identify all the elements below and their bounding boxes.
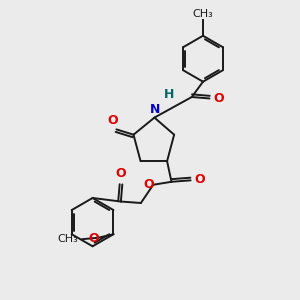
Text: O: O — [194, 173, 205, 186]
Text: N: N — [150, 103, 160, 116]
Text: CH₃: CH₃ — [193, 9, 213, 19]
Text: H: H — [164, 88, 174, 101]
Text: O: O — [213, 92, 224, 105]
Text: O: O — [89, 232, 99, 245]
Text: CH₃: CH₃ — [57, 234, 78, 244]
Text: O: O — [107, 114, 118, 127]
Text: O: O — [116, 167, 126, 180]
Text: O: O — [144, 178, 154, 191]
